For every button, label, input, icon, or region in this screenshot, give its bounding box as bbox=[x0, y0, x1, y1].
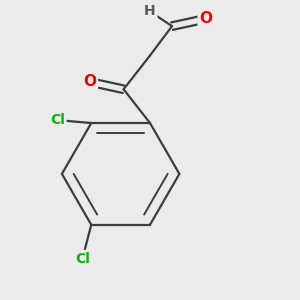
Text: H: H bbox=[144, 4, 156, 19]
Text: O: O bbox=[199, 11, 212, 26]
Text: Cl: Cl bbox=[75, 251, 90, 266]
Text: Cl: Cl bbox=[50, 113, 65, 127]
Text: O: O bbox=[83, 74, 96, 89]
